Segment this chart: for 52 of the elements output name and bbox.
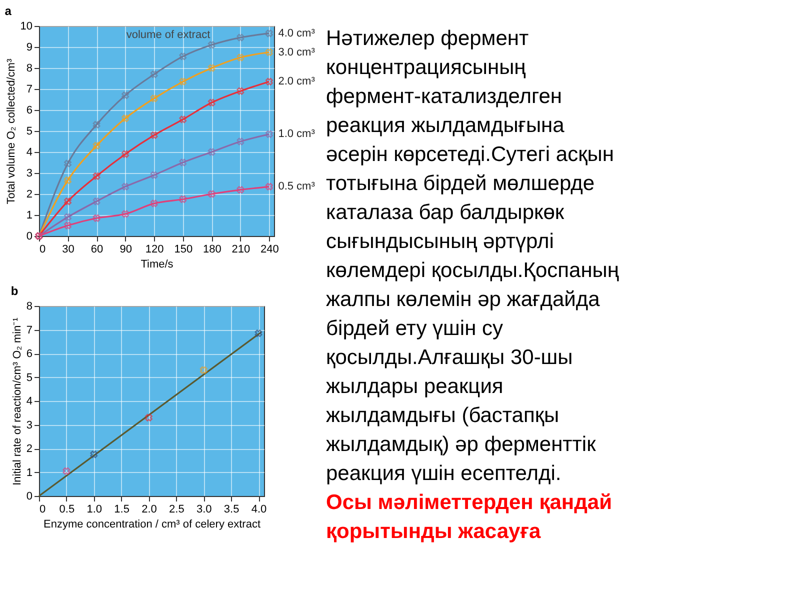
x-tick-label: 3.5	[224, 504, 240, 516]
x-tick-label: 2.0	[142, 504, 157, 516]
y-tick-label: 0	[26, 490, 32, 502]
text: Нәтижелер фермент концентрациясының фермент-катализделген реакция жылдамдығына әсерін көрсетеді.Сутегі асқын тотығына бірдей мөлшерде каталаза бар балдыркөк сығындысының әртүрлі көлемдері қосылды.Қоспаның жалпы көлемін әр жағдайда бірдей ету үшін су қосылды.Алғашқы 30-шы жылдары реакция жылдамдығы (бастапқы жылдамдық) әр ферменттік реакция үшін есептелді.	[326, 27, 619, 485]
x-tick-label: 210	[232, 244, 250, 256]
x-tick-label: 0	[40, 504, 46, 516]
y-tick-label: 10	[20, 20, 32, 32]
x-tick-label: 0	[40, 244, 46, 256]
x-tick-label: 1.0	[86, 504, 102, 516]
y-tick-label: 6	[26, 348, 32, 360]
chart-title: b	[10, 284, 18, 298]
y-tick-label: 3	[26, 168, 32, 180]
y-tick-label: 4	[26, 396, 32, 408]
legend-title: volume of extract	[126, 29, 210, 41]
y-tick-label: 2	[26, 188, 32, 200]
y-tick-label: 2	[26, 443, 32, 455]
series-label: 1.0 cm³	[278, 128, 316, 140]
x-tick-label: 150	[174, 244, 193, 256]
x-axis-title: Enzyme concentration / cm³ of celery extract	[43, 518, 261, 530]
y-tick-label: 7	[26, 324, 32, 336]
y-tick-label: 3	[26, 419, 32, 432]
y-axis-title: Initial rate of reaction/cm³ O₂ min⁻¹	[11, 317, 24, 486]
x-tick-label: 90	[120, 244, 132, 256]
x-tick-label: 4.0	[251, 504, 267, 516]
series-label: 0.5 cm³	[278, 180, 316, 193]
y-tick-label: 6	[26, 104, 32, 116]
x-tick-label: 2.5	[169, 504, 184, 516]
x-tick-label: 120	[145, 244, 164, 256]
series-label: 2.0 cm³	[278, 76, 316, 88]
y-tick-label: 9	[26, 42, 32, 54]
y-tick-label: 4	[26, 146, 32, 158]
series-label: 3.0 cm³	[278, 46, 316, 58]
x-tick-label: 3.0	[196, 504, 212, 516]
series-label: 4.0 cm³	[278, 27, 316, 40]
y-tick-label: 1	[26, 210, 32, 222]
text: Осы мәліметтерден қандай қорытынды жасауға	[326, 491, 612, 543]
y-tick-label: 7	[26, 84, 32, 96]
y-tick-label: 8	[26, 300, 32, 312]
y-tick-label: 1	[26, 466, 32, 479]
y-tick-label: 5	[26, 372, 32, 384]
y-tick-label: 8	[26, 62, 32, 74]
y-tick-label: 0	[26, 230, 32, 242]
x-tick-label: 240	[260, 244, 279, 256]
x-tick-label: 30	[62, 244, 74, 256]
x-tick-label: 180	[202, 244, 222, 256]
chart-title: a	[4, 4, 12, 18]
x-tick-label: 60	[90, 244, 104, 256]
x-axis-title: Time/s	[140, 258, 174, 270]
y-axis-title: Total volume O₂ collected/cm³	[5, 58, 18, 204]
y-tick-label: 5	[26, 126, 32, 138]
x-tick-label: 0.5	[59, 504, 75, 516]
x-tick-label: 1.5	[114, 504, 130, 516]
